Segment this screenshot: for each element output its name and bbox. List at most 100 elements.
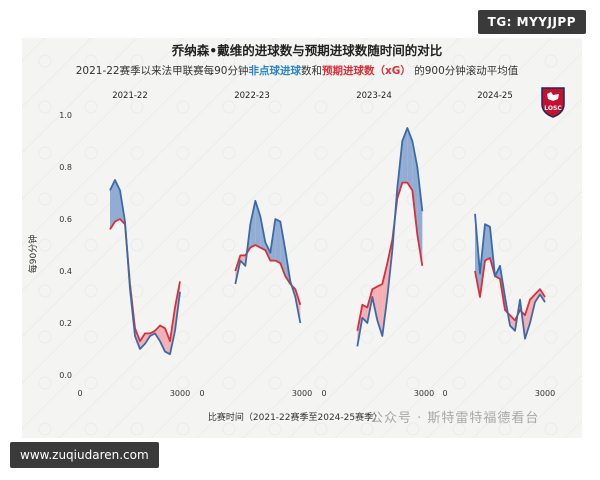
y-axis: 0.0 0.2 0.4 0.6 0.8 1.0 (59, 111, 72, 380)
xg-point (519, 309, 521, 311)
npg-line (234, 199, 302, 324)
npg-point (119, 190, 121, 192)
npg-point (367, 322, 369, 324)
chart-title: 乔纳森•戴维的进球数与预期进球数随时间的对比 (171, 43, 443, 58)
y-tick-label: 0.8 (59, 163, 72, 172)
xg-point (539, 288, 541, 290)
xg-point (417, 234, 419, 236)
season-panel-2024-25: 2024-25 0 3000 (442, 91, 555, 398)
xg-point (524, 314, 526, 316)
npg-point (159, 340, 161, 342)
y-tick-label: 0.2 (59, 319, 72, 328)
chart-card: 乔纳森•戴维的进球数与预期进球数随时间的对比 2021-22赛季以来法甲联赛每9… (22, 38, 582, 438)
npg-line (474, 213, 546, 340)
xg-point (514, 320, 516, 322)
npg-point (154, 333, 156, 335)
xg-point (387, 262, 389, 264)
xg-point (275, 260, 277, 262)
npg-point (377, 320, 379, 322)
xg-point (372, 288, 374, 290)
subtitle-npg: 非点球进球 (248, 64, 301, 77)
npg-point (422, 210, 424, 212)
x-tick-label: 3000 (292, 389, 312, 398)
npg-point (174, 330, 176, 332)
crest-dog-shape (547, 92, 559, 101)
xg-line (109, 218, 181, 343)
season-label: 2021-22 (112, 91, 148, 101)
xg-point (179, 281, 181, 283)
npg-point (134, 335, 136, 337)
x-tick-label: 0 (442, 389, 447, 398)
underperformance-area (160, 325, 165, 352)
xg-point (382, 283, 384, 285)
site-watermark: www.zuqiudaren.com (10, 442, 159, 468)
xg-point (402, 182, 404, 184)
npg-point (300, 322, 302, 324)
npg-point (179, 291, 181, 293)
xg-point (109, 229, 111, 231)
npg-point (397, 187, 399, 189)
xg-point (245, 255, 247, 257)
subtitle-xg: 预期进球数（xG） (322, 64, 411, 77)
subtitle-suffix: 的900分钟滚动平均值 (411, 64, 519, 77)
season-panel-2021-22: 2021-22 0 3000 (77, 91, 190, 398)
xg-point (270, 260, 272, 262)
xg-point (407, 182, 409, 184)
xg-point (362, 304, 364, 306)
xg-point (124, 223, 126, 225)
xg-point (285, 275, 287, 277)
xg-point (392, 239, 394, 241)
npg-point (504, 296, 506, 298)
overperformance-area (402, 128, 408, 183)
xg-line (474, 257, 546, 322)
xg-point (479, 296, 481, 298)
npg-point (382, 335, 384, 337)
season-panel-2022-23: 2022-23 0 3000 (199, 91, 312, 398)
xg-point (377, 286, 379, 288)
npg-point (529, 322, 531, 324)
x-tick-label: 3000 (170, 389, 190, 398)
overperformance-area (250, 200, 256, 248)
y-axis-label: 每90分钟 (27, 235, 39, 273)
npg-point (474, 213, 476, 215)
xg-point (534, 294, 536, 296)
npg-point (290, 281, 292, 283)
xg-point (164, 327, 166, 329)
xg-point (159, 325, 161, 327)
npg-point (479, 273, 481, 275)
npg-point (149, 335, 151, 337)
season-label: 2024-25 (477, 91, 513, 101)
xg-point (529, 299, 531, 301)
npg-point (509, 325, 511, 327)
x-tick-label: 0 (199, 389, 204, 398)
xg-point (290, 283, 292, 285)
tg-watermark: TG: MYYJJPP (477, 10, 586, 34)
y-tick-label: 0.6 (59, 215, 72, 224)
x-tick-label: 0 (321, 389, 326, 398)
npg-point (372, 296, 374, 298)
underperformance-area (525, 299, 530, 339)
y-tick-label: 0.4 (59, 267, 72, 276)
underperformance-area (240, 255, 246, 266)
xg-point (149, 333, 151, 335)
xg-point (240, 255, 242, 257)
npg-point (417, 166, 419, 168)
x-axis-label: 比赛时间（2021-22赛季至2024-25赛季） (208, 411, 382, 423)
xg-point (412, 190, 414, 192)
npg-point (255, 200, 257, 202)
xg-point (484, 260, 486, 262)
npg-point (392, 249, 394, 251)
season-label: 2023-24 (356, 91, 392, 101)
npg-point (260, 216, 262, 218)
overperformance-area (275, 219, 281, 264)
npg-point (270, 252, 272, 254)
npg-point (499, 265, 501, 267)
npg-point (109, 190, 111, 192)
npg-point (139, 348, 141, 350)
underperformance-area (140, 333, 145, 349)
xg-point (174, 307, 176, 309)
xg-point (509, 314, 511, 316)
npg-point (514, 330, 516, 332)
npg-point (285, 249, 287, 251)
